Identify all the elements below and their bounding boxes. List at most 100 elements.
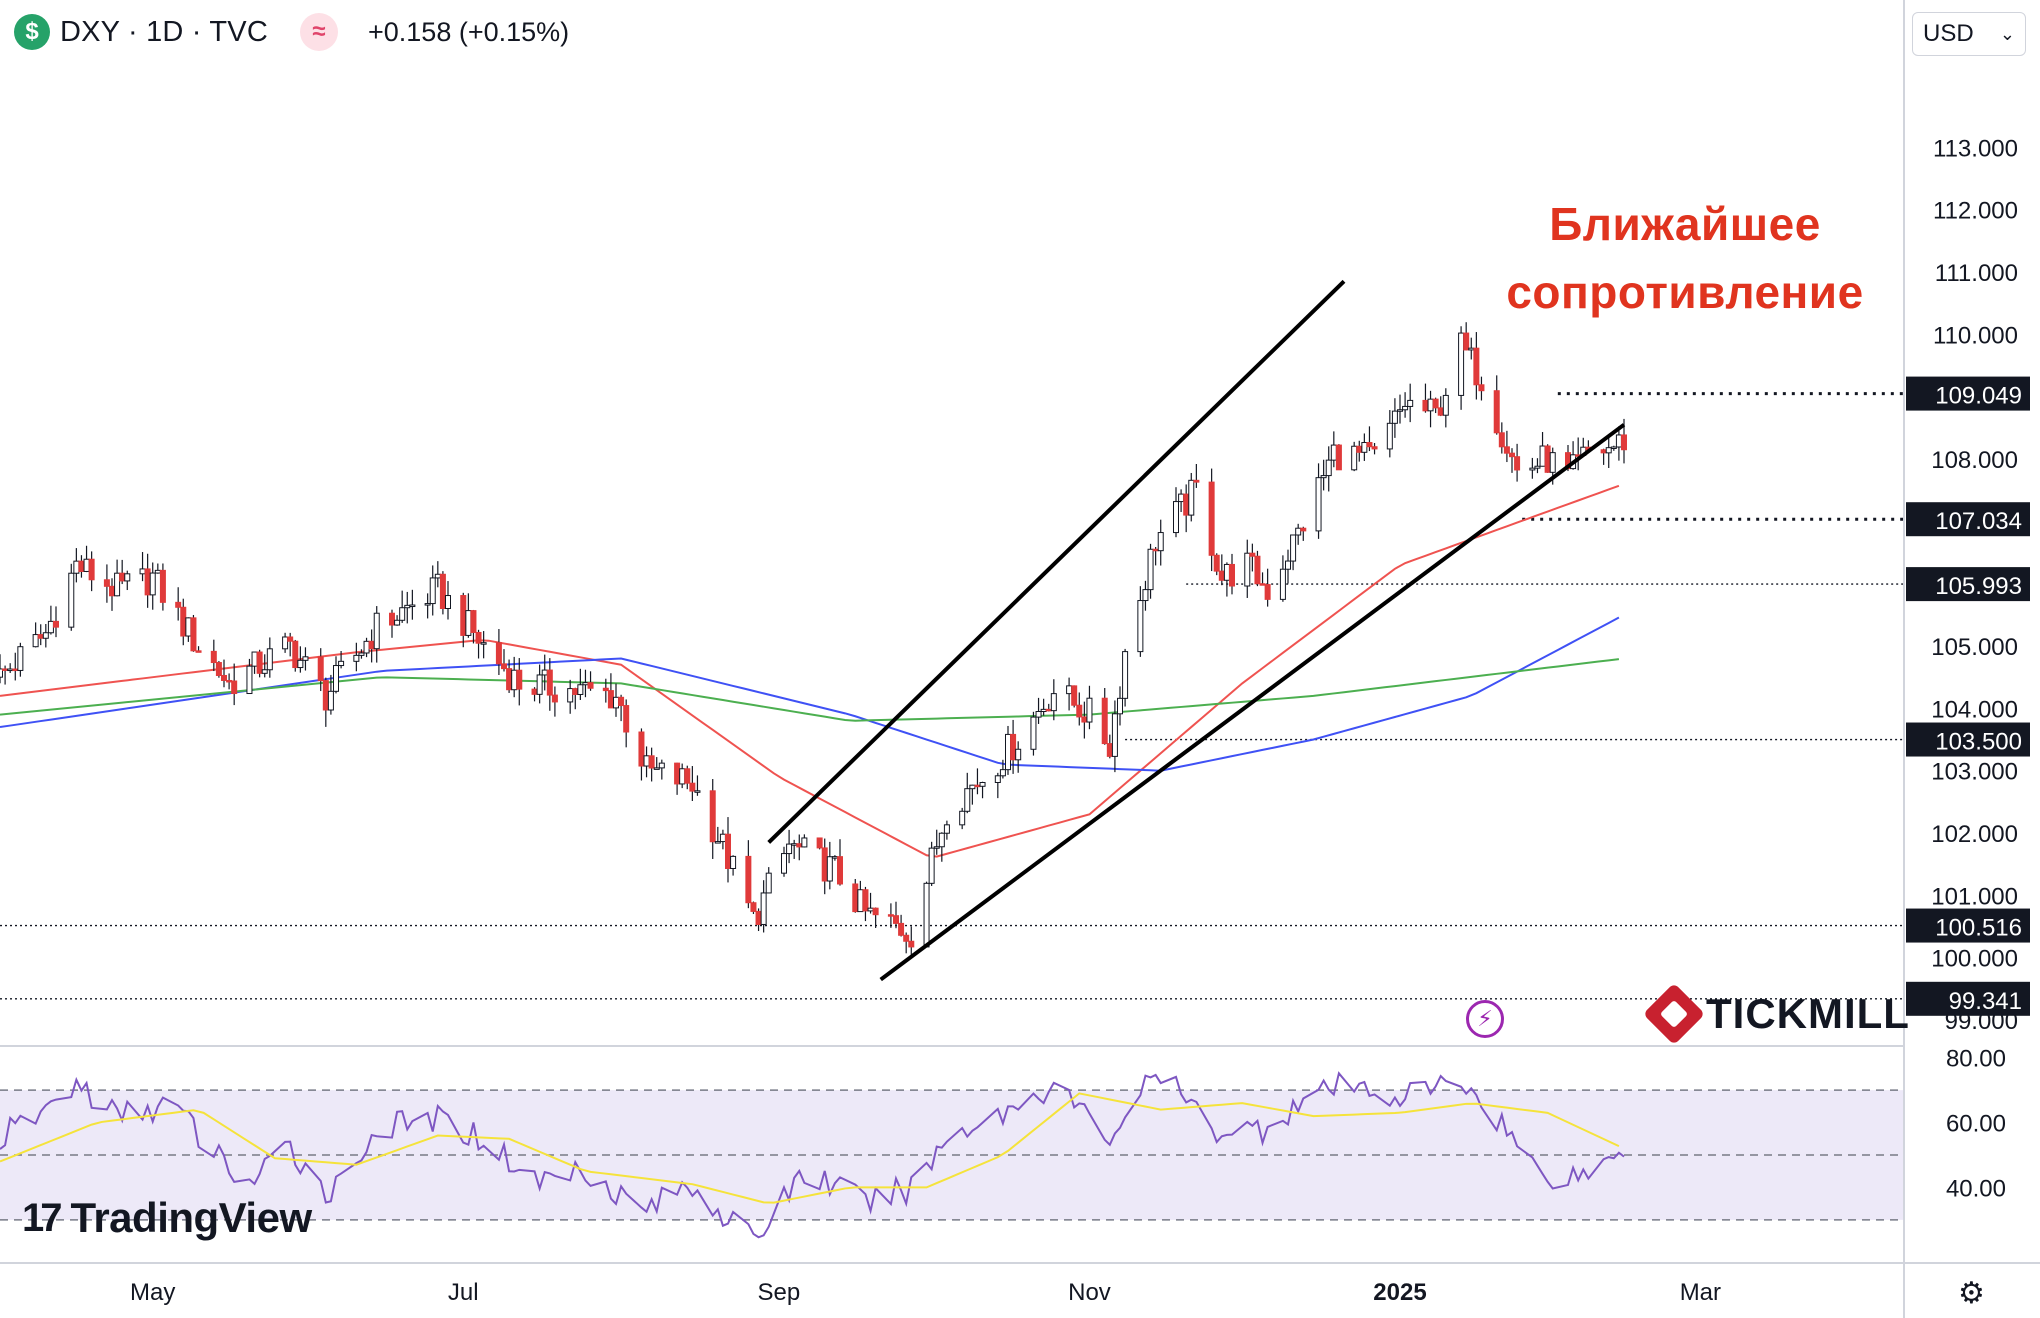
symbol-label[interactable]: DXY · 1D · TVC [60, 15, 268, 48]
candle-body [434, 573, 441, 579]
candle-body [399, 607, 406, 621]
channel-line [879, 423, 1626, 982]
candle-body [154, 569, 161, 574]
candle-body [719, 833, 726, 843]
candle-body [394, 619, 401, 626]
candle-body [1605, 447, 1612, 454]
candle-body [124, 573, 131, 582]
candle-body [1183, 493, 1190, 516]
price-tick-label: 108.000 [1931, 447, 2018, 474]
candle-body [1193, 479, 1200, 483]
candle-body [109, 585, 115, 597]
candle-body [445, 595, 451, 609]
candle-body [424, 603, 431, 606]
candle-body [893, 915, 899, 924]
settings-icon[interactable]: ⚙ [1958, 1277, 1985, 1310]
candle-body [872, 907, 879, 916]
level-label: 100.516 [1935, 915, 2022, 942]
candle-body [1407, 399, 1414, 407]
candle-body [1178, 493, 1185, 503]
candle-body [1137, 600, 1144, 653]
candle-body [1045, 708, 1052, 712]
candle-body [1478, 384, 1485, 392]
candle-body [1335, 444, 1342, 471]
candle-body [333, 665, 339, 692]
candle-body [1493, 390, 1500, 434]
candle-body [1010, 733, 1017, 761]
price-tick-label: 101.000 [1931, 883, 2018, 910]
candle-body [1529, 467, 1536, 471]
candle-body [470, 610, 477, 633]
candle-body [506, 668, 513, 691]
candle-body [1050, 693, 1057, 712]
candle-body [1391, 410, 1398, 424]
candle-body [923, 882, 930, 948]
candle-body [572, 688, 579, 695]
candle-body [1035, 711, 1042, 718]
resistance-annotation: Ближайшее сопротивление [1470, 190, 1900, 326]
candle-body [714, 841, 721, 844]
candle-body [1600, 449, 1607, 454]
candle-body [1223, 563, 1230, 581]
candle-body [256, 651, 263, 674]
candle-body [251, 651, 258, 667]
candle-body [185, 617, 192, 637]
bolt-icon[interactable]: ⚡ [1466, 1000, 1504, 1038]
candle-body [1081, 716, 1088, 723]
candle-body [1473, 347, 1480, 386]
candle-body [607, 690, 614, 709]
candle-body [1534, 465, 1541, 469]
candle-body [1071, 685, 1078, 706]
candle-body [17, 646, 24, 671]
candle-body [317, 656, 324, 682]
candle-body [781, 853, 787, 874]
candle-body [261, 669, 268, 674]
candle-body [7, 668, 14, 672]
annotation-line-2: сопротивление [1506, 266, 1864, 318]
candle-body [0, 668, 3, 678]
candle-body [266, 648, 273, 671]
candle-body [460, 595, 467, 636]
candle-body [368, 640, 375, 650]
candle-body [1106, 743, 1113, 757]
rsi-ma-line [0, 1092, 1620, 1204]
candle-body [195, 650, 202, 653]
candle-body [83, 558, 90, 572]
candle-body [867, 907, 874, 912]
candle-body [1005, 733, 1011, 771]
candle-body [373, 612, 380, 650]
candle-body [999, 769, 1006, 777]
candle-body [745, 855, 752, 904]
candle-body [933, 846, 940, 849]
candle-body [1213, 554, 1220, 572]
candle-body [821, 847, 828, 882]
level-label: 109.049 [1935, 383, 2022, 410]
candle-body [837, 856, 843, 885]
candle-body [928, 847, 935, 884]
candle-body [501, 663, 507, 670]
level-label: 103.500 [1935, 729, 2022, 756]
price-tick-label: 104.000 [1931, 696, 2018, 723]
candle-body [979, 782, 986, 787]
wave-icon[interactable]: ≈ [300, 13, 338, 51]
candle-body [1066, 685, 1073, 695]
candle-body [786, 843, 793, 855]
time-tick-label: 2025 [1373, 1279, 1426, 1306]
candle-body [1122, 651, 1129, 699]
currency-selector[interactable]: USD ⌄ [1912, 12, 2026, 56]
candle-body [475, 631, 482, 644]
candle-body [765, 872, 772, 894]
candle-body [1040, 708, 1047, 713]
candle-body [429, 577, 436, 605]
candle-body [302, 656, 309, 661]
candle-body [648, 755, 655, 769]
candle-body [1468, 347, 1475, 351]
candle-body [1111, 713, 1118, 757]
channel-line [767, 279, 1346, 844]
candle-body [613, 696, 619, 709]
candle-body [439, 573, 446, 609]
time-tick-label: May [130, 1279, 175, 1306]
candle-body [139, 568, 146, 575]
